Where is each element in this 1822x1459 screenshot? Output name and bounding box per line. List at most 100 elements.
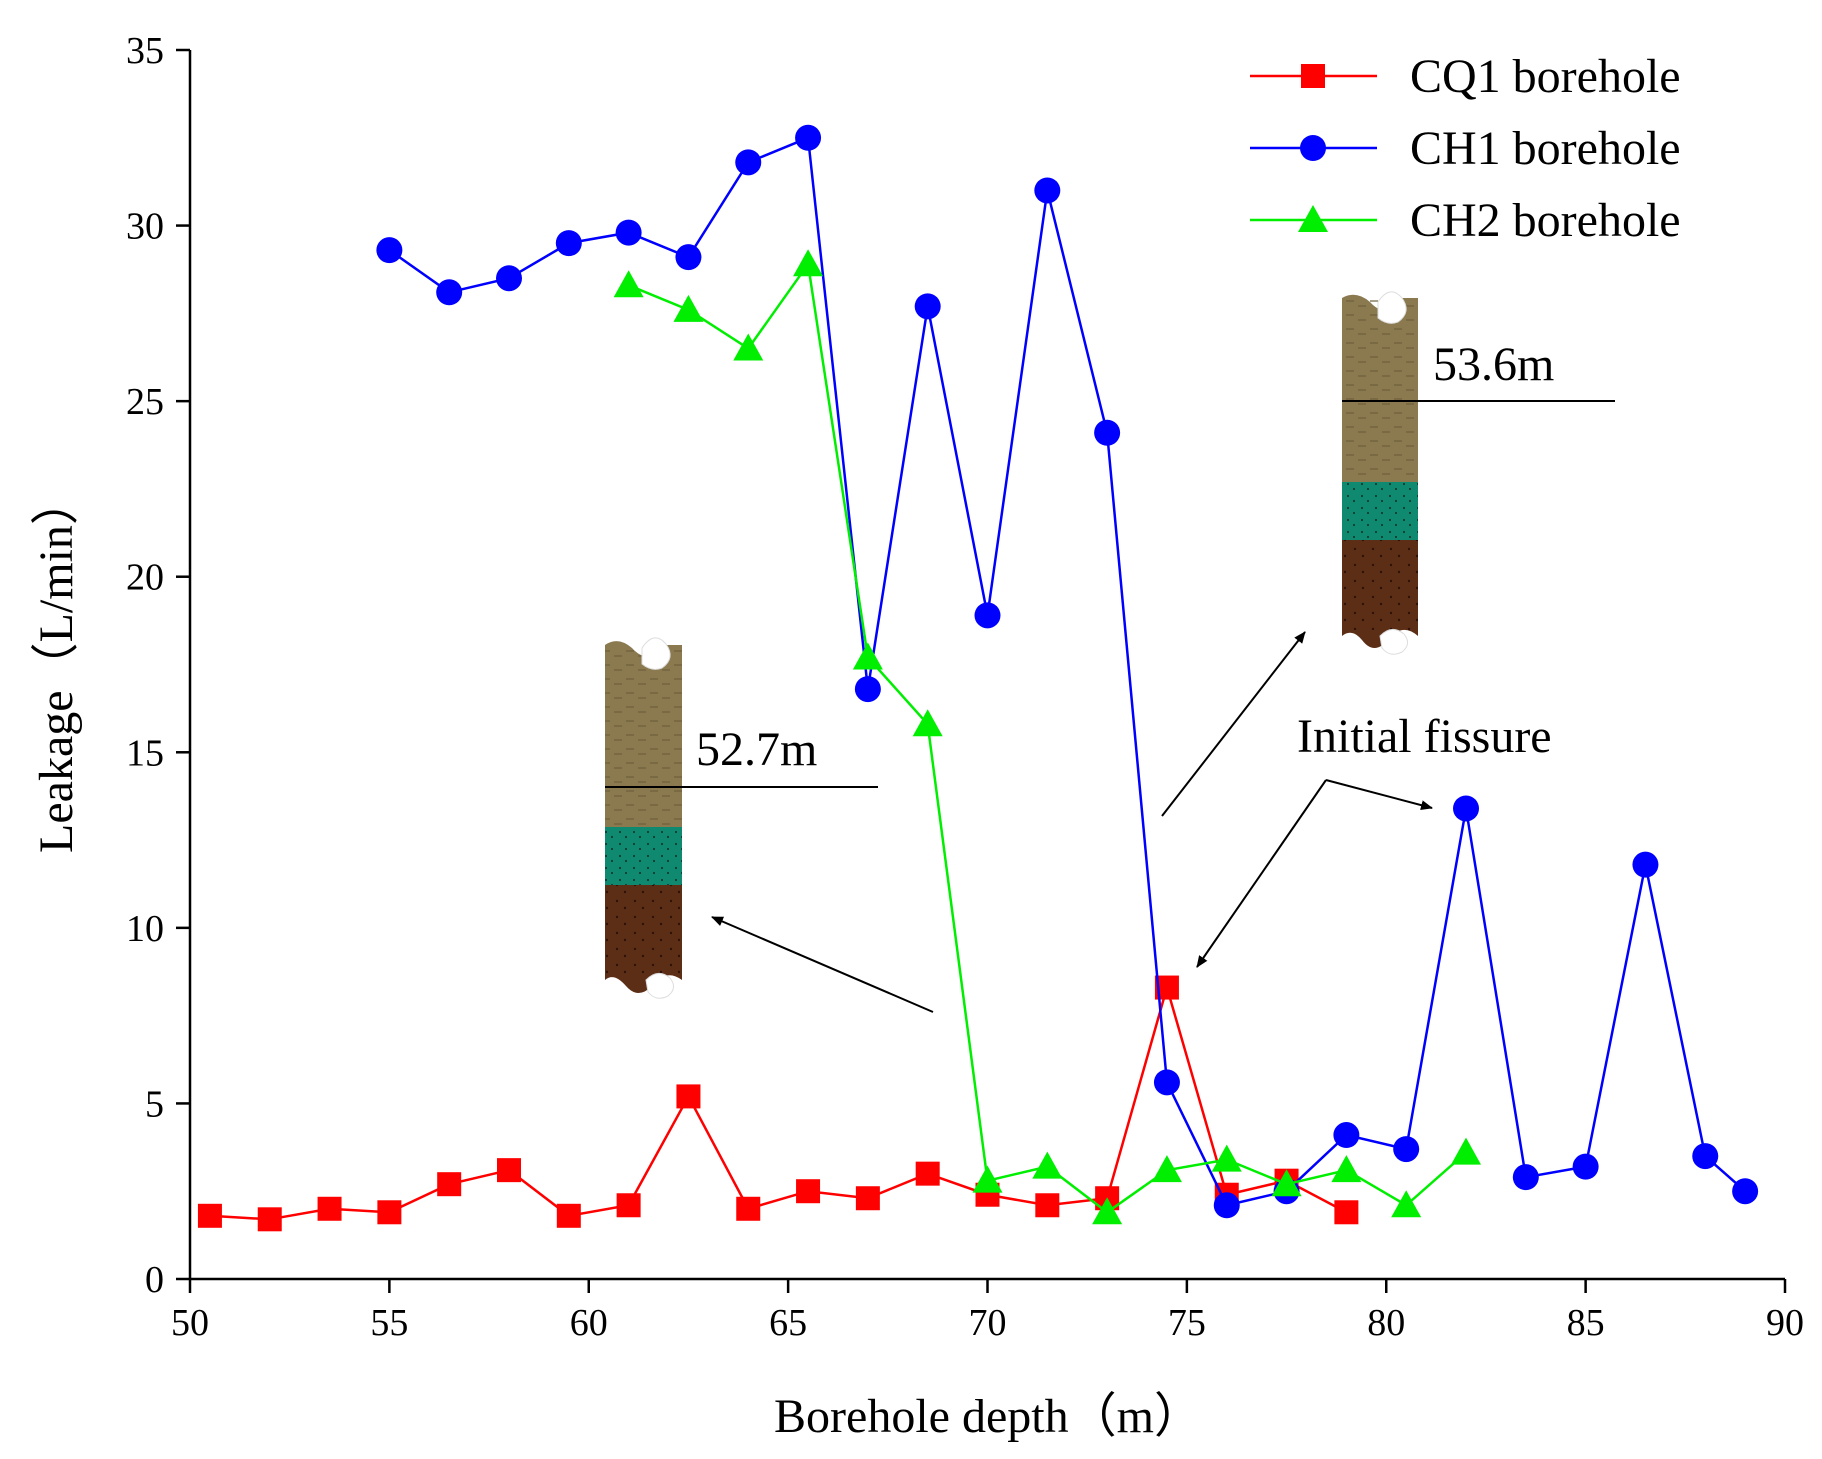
data-point-ch1-borehole (735, 149, 762, 176)
data-point-ch1-borehole (974, 602, 1001, 629)
data-point-ch2-borehole (733, 333, 764, 361)
data-point-ch1-borehole (1153, 1069, 1180, 1096)
data-point-ch1-borehole (1453, 795, 1479, 822)
series-cq1-borehole (197, 975, 1359, 1232)
data-point-ch2-borehole (1211, 1144, 1242, 1172)
x-tick-label: 75 (1168, 1302, 1206, 1344)
y-tick-label: 25 (126, 381, 164, 423)
x-tick-label: 50 (171, 1302, 209, 1344)
data-point-ch2-borehole (1151, 1155, 1182, 1183)
x-tick-label: 60 (570, 1302, 608, 1344)
data-point-ch2-borehole (1032, 1151, 1063, 1179)
series-layer (197, 124, 1759, 1232)
x-ticks: 50 55 60 65 70 75 80 85 90 (171, 1279, 1804, 1344)
legend-item-ch2-borehole: CH2 borehole (1250, 194, 1681, 247)
data-point-ch1-borehole (795, 124, 822, 151)
data-point-cq1-borehole (197, 1203, 222, 1228)
series-ch2-borehole (613, 249, 1481, 1225)
legend-marker (1301, 64, 1325, 88)
data-point-ch2-borehole (1271, 1169, 1302, 1197)
legend: CQ1 borehole CH1 borehole CH2 borehole (1250, 50, 1681, 247)
data-point-cq1-borehole (736, 1196, 761, 1221)
data-point-ch1-borehole (615, 219, 642, 246)
x-tick-label: 90 (1766, 1302, 1804, 1344)
data-point-cq1-borehole (437, 1172, 462, 1197)
y-tick-label: 20 (126, 557, 164, 599)
data-point-ch1-borehole (1732, 1178, 1759, 1205)
data-point-ch2-borehole (673, 294, 704, 322)
data-point-ch1-borehole (436, 279, 463, 306)
series-line-ch1-borehole (388, 135, 1746, 1207)
data-point-ch2-borehole (1451, 1137, 1481, 1165)
y-ticks: 0 5 10 15 20 25 30 35 (126, 30, 190, 1301)
x-tick-label: 80 (1367, 1302, 1405, 1344)
data-point-ch2-borehole (852, 642, 883, 670)
y-tick-label: 30 (126, 206, 164, 248)
x-tick-label: 85 (1567, 1302, 1605, 1344)
data-point-ch1-borehole (555, 230, 582, 257)
data-point-ch2-borehole (972, 1165, 1003, 1193)
data-point-ch1-borehole (1213, 1192, 1240, 1219)
legend-marker (1300, 135, 1326, 161)
x-tick-label: 65 (769, 1302, 807, 1344)
data-point-ch1-borehole (496, 265, 522, 292)
y-tick-label: 0 (145, 1259, 164, 1301)
y-tick-label: 15 (126, 732, 164, 774)
x-tick-label: 55 (370, 1302, 408, 1344)
data-point-ch1-borehole (854, 676, 881, 703)
data-point-cq1-borehole (616, 1193, 641, 1218)
legend-label: CH1 borehole (1410, 122, 1681, 175)
y-tick-label: 10 (126, 908, 164, 950)
data-point-cq1-borehole (915, 1161, 940, 1186)
legend-label: CH2 borehole (1410, 194, 1681, 247)
data-point-ch1-borehole (675, 244, 702, 271)
borehole-column-inset-lower (605, 637, 878, 999)
y-axis-label: Leakage（L/min） (30, 477, 83, 853)
legend-item-cq1-borehole: CQ1 borehole (1250, 50, 1681, 103)
data-point-cq1-borehole (377, 1200, 402, 1225)
data-point-ch1-borehole (1333, 1122, 1360, 1149)
data-point-ch1-borehole (1094, 419, 1121, 446)
annotation-53-6m: 53.6m (1433, 338, 1554, 391)
data-point-cq1-borehole (855, 1186, 880, 1211)
legend-label: CQ1 borehole (1410, 50, 1681, 103)
arrow-fissure-to-cq1 (1196, 779, 1327, 968)
data-point-cq1-borehole (257, 1207, 282, 1232)
x-axis-label: Borehole depth（m） (774, 1390, 1202, 1443)
data-point-cq1-borehole (676, 1084, 701, 1109)
data-point-cq1-borehole (497, 1158, 521, 1183)
borehole-column-inset-upper (1342, 291, 1615, 655)
data-point-ch2-borehole (912, 709, 943, 737)
data-point-ch2-borehole (1391, 1190, 1422, 1218)
data-point-ch1-borehole (914, 293, 941, 320)
data-point-cq1-borehole (317, 1196, 342, 1221)
arrow-to-lower-inset (711, 916, 934, 1013)
data-point-ch1-borehole (1393, 1136, 1420, 1163)
data-point-ch2-borehole (1331, 1155, 1362, 1183)
data-point-cq1-borehole (1334, 1200, 1359, 1225)
data-point-cq1-borehole (556, 1203, 581, 1228)
annotation-arrows (711, 631, 1433, 1013)
data-point-ch1-borehole (1572, 1153, 1599, 1180)
data-point-ch2-borehole (1092, 1197, 1123, 1225)
legend-item-ch1-borehole: CH1 borehole (1250, 122, 1681, 175)
data-point-ch1-borehole (1034, 177, 1061, 204)
data-point-ch1-borehole (1512, 1164, 1539, 1191)
annotation-initial-fissure: Initial fissure (1297, 710, 1552, 763)
data-point-cq1-borehole (1035, 1193, 1060, 1218)
data-point-ch1-borehole (376, 237, 403, 264)
x-tick-label: 70 (969, 1302, 1007, 1344)
annotation-52-7m: 52.7m (696, 723, 817, 776)
y-tick-label: 5 (145, 1083, 164, 1125)
data-point-cq1-borehole (796, 1179, 821, 1204)
series-ch1-borehole (376, 124, 1759, 1219)
data-point-ch2-borehole (793, 249, 824, 277)
data-point-ch2-borehole (613, 270, 644, 298)
legend-marker (1298, 205, 1328, 232)
data-point-ch1-borehole (1692, 1143, 1719, 1170)
arrow-to-upper-inset (1161, 631, 1306, 817)
data-point-ch1-borehole (1632, 851, 1659, 878)
arrow-fissure-to-ch1 (1325, 779, 1433, 811)
y-tick-label: 35 (126, 30, 164, 72)
